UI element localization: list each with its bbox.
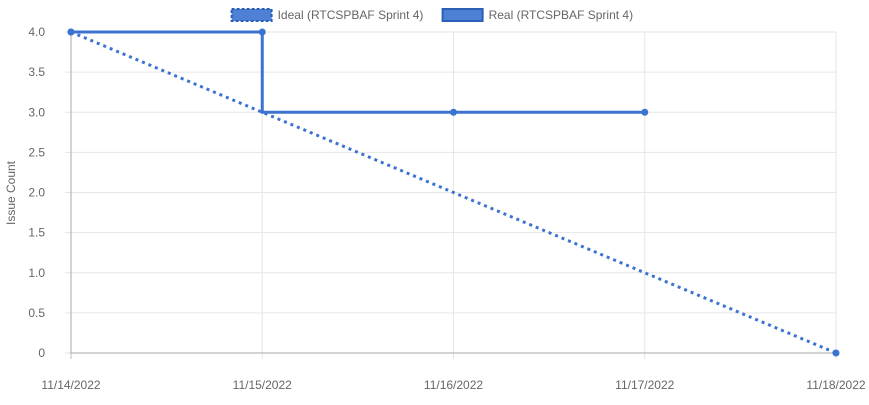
y-tick-label: 3.0 bbox=[28, 105, 45, 119]
x-tick-label: 11/15/2022 bbox=[233, 378, 292, 392]
legend-label: Ideal (RTCSPBAF Sprint 4) bbox=[278, 8, 424, 22]
x-tick-label: 11/14/2022 bbox=[41, 378, 100, 392]
series-lines bbox=[70, 30, 837, 355]
grid-lines bbox=[65, 31, 837, 359]
y-tick-label: 3.5 bbox=[28, 65, 45, 79]
y-tick-label: 0 bbox=[38, 346, 45, 360]
y-axis-title: Issue Count bbox=[4, 160, 18, 225]
y-tick-label: 2.5 bbox=[28, 145, 45, 159]
data-point[interactable] bbox=[258, 28, 266, 36]
data-point[interactable] bbox=[67, 28, 75, 36]
y-tick-label: 1.0 bbox=[28, 266, 45, 280]
series-line-ideal bbox=[70, 30, 837, 355]
y-tick-label: 4.0 bbox=[28, 25, 45, 39]
y-tick-label: 2.0 bbox=[28, 186, 45, 200]
x-tick-label: 11/18/2022 bbox=[806, 378, 865, 392]
legend-label: Real (RTCSPBAF Sprint 4) bbox=[489, 8, 633, 22]
legend[interactable]: Ideal (RTCSPBAF Sprint 4) Real (RTCSPBAF … bbox=[230, 8, 633, 22]
x-tick-labels: 11/14/2022 11/15/2022 11/16/2022 11/17/2022… bbox=[41, 378, 865, 392]
legend-item-real[interactable]: Real (RTCSPBAF Sprint 4) bbox=[441, 8, 633, 22]
x-tick-label: 11/16/2022 bbox=[424, 378, 483, 392]
data-point[interactable] bbox=[450, 108, 457, 116]
axes bbox=[70, 32, 836, 354]
y-tick-labels: 0 0.5 1.0 1.5 2.0 2.5 3.0 3.5 4.0 bbox=[28, 25, 45, 360]
data-point[interactable] bbox=[641, 108, 649, 116]
legend-swatch bbox=[441, 8, 484, 22]
legend-swatch bbox=[230, 8, 273, 22]
legend-item-ideal[interactable]: Ideal (RTCSPBAF Sprint 4) bbox=[230, 8, 424, 22]
series-line-real bbox=[71, 30, 645, 114]
series-points bbox=[67, 28, 840, 357]
x-tick-label: 11/17/2022 bbox=[615, 378, 674, 392]
data-point[interactable] bbox=[832, 349, 840, 357]
y-tick-label: 0.5 bbox=[28, 306, 45, 320]
y-tick-label: 1.5 bbox=[28, 226, 45, 240]
